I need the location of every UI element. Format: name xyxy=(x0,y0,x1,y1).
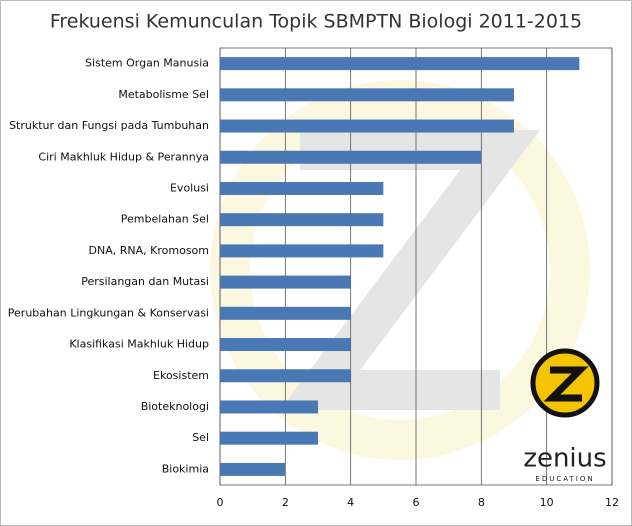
bar xyxy=(220,431,318,445)
x-tick-label: 2 xyxy=(282,496,289,509)
bar xyxy=(220,150,482,164)
x-tick-label: 0 xyxy=(217,496,224,509)
bar xyxy=(220,369,351,383)
y-tick-label: Biokimia xyxy=(162,462,209,475)
logo: zenius EDUCATION xyxy=(523,348,607,483)
bar xyxy=(220,462,286,476)
y-tick-label: Sel xyxy=(192,431,209,444)
y-tick-label: Perubahan Lingkungan & Konservasi xyxy=(8,306,209,319)
logo-text: zenius xyxy=(523,444,606,474)
bar xyxy=(220,88,514,102)
bar xyxy=(220,306,351,320)
y-tick-label: Metabolisme Sel xyxy=(118,88,209,101)
y-tick-label: Ekosistem xyxy=(153,369,209,382)
bar xyxy=(220,57,580,71)
chart-title: Frekuensi Kemunculan Topik SBMPTN Biolog… xyxy=(50,11,582,33)
y-tick-label: DNA, RNA, Kromosom xyxy=(89,244,209,257)
y-tick-label: Evolusi xyxy=(170,181,209,194)
y-tick-label: Sistem Organ Manusia xyxy=(85,57,209,70)
y-tick-label: Bioteknologi xyxy=(141,400,209,413)
y-tick-label: Klasifikasi Makhluk Hidup xyxy=(69,338,209,351)
x-tick-label: 8 xyxy=(478,496,485,509)
bar xyxy=(220,338,351,352)
x-tick-label: 12 xyxy=(605,496,619,509)
logo-z xyxy=(543,366,589,402)
y-tick-label: Struktur dan Fungsi pada Tumbuhan xyxy=(9,119,209,132)
bar xyxy=(220,181,384,195)
x-tick-label: 4 xyxy=(347,496,354,509)
y-tick-label: Persilangan dan Mutasi xyxy=(81,275,209,288)
bar xyxy=(220,275,351,289)
x-tick-label: 6 xyxy=(413,496,420,509)
logo-subtext: EDUCATION xyxy=(535,475,594,483)
bar xyxy=(220,400,318,414)
bar xyxy=(220,119,514,133)
x-tick-label: 10 xyxy=(540,496,554,509)
bar xyxy=(220,244,384,258)
bar xyxy=(220,213,384,227)
y-tick-label: Ciri Makhluk Hidup & Perannya xyxy=(38,150,209,163)
y-tick-label: Pembelahan Sel xyxy=(121,213,209,226)
watermark xyxy=(210,80,590,460)
